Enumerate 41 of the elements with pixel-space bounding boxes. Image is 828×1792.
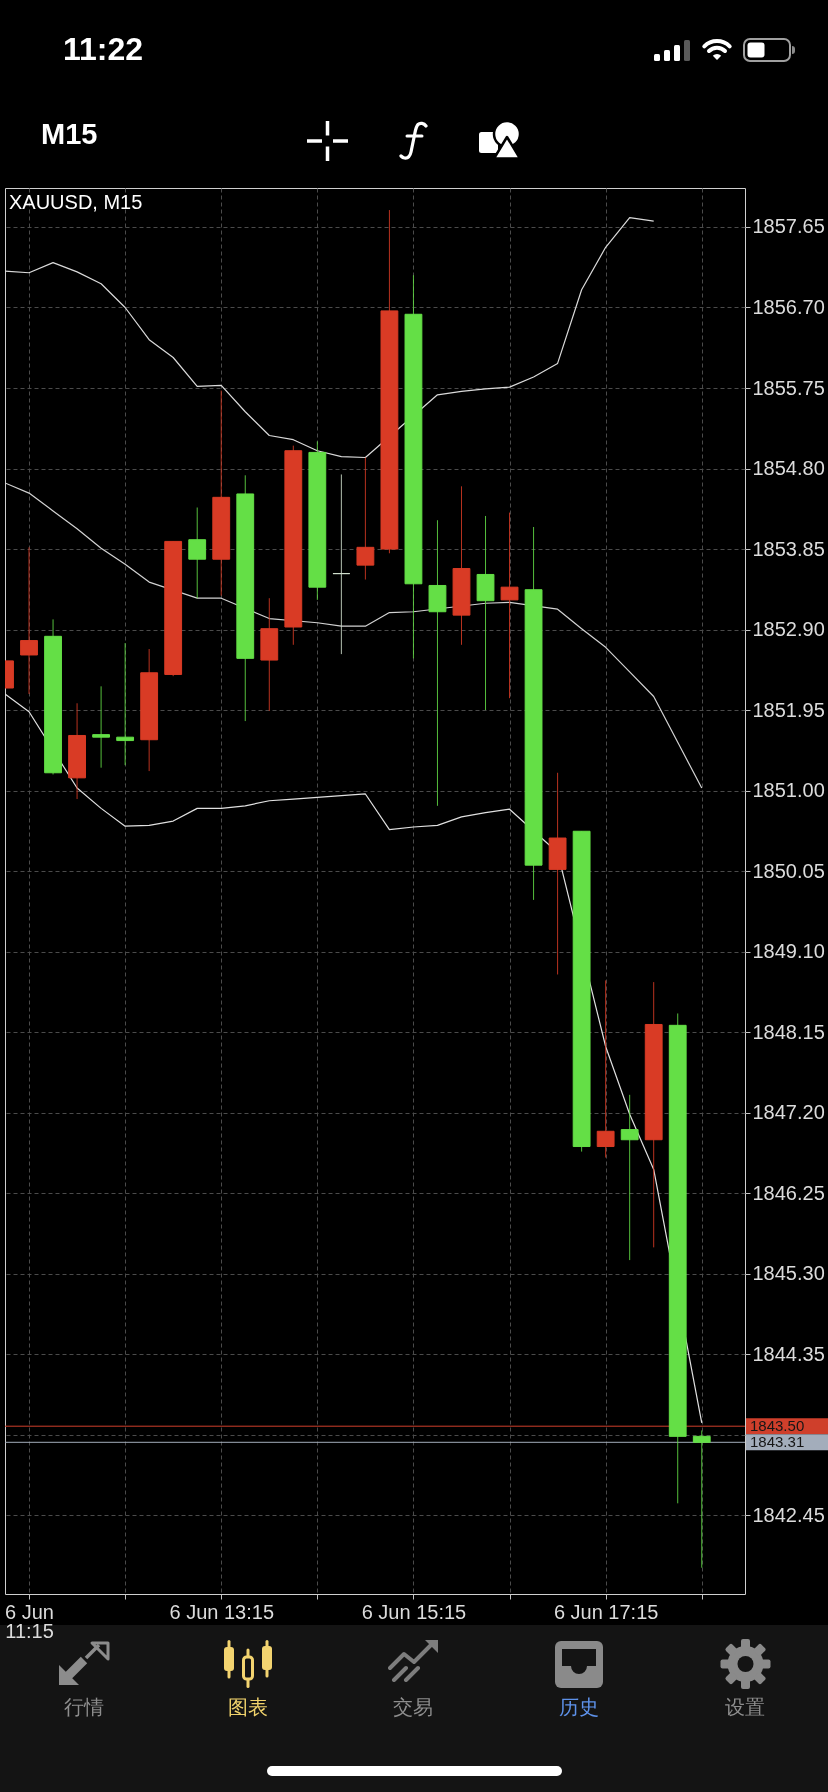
ref-line-label: 1843.50: [750, 1417, 805, 1435]
y-tick-label: 1852.90: [752, 618, 825, 641]
text: 历史: [559, 1696, 599, 1718]
y-tick-label: 1851.95: [752, 698, 825, 721]
text: 交易: [393, 1696, 433, 1718]
y-tick-label: 1844.35: [752, 1342, 825, 1365]
y-tick-label: 1856.70: [752, 296, 825, 318]
text: 11:22: [63, 31, 144, 67]
text: 设置: [725, 1696, 765, 1718]
y-tick-label: 1846.25: [752, 1181, 825, 1204]
y-tick-label: 1849.10: [752, 940, 825, 963]
x-tick-label: 6 Jun 17:15: [553, 1600, 659, 1623]
y-tick-label: 1857.65: [752, 215, 825, 238]
candlestick: [620, 1094, 639, 1261]
y-tick-label: 1850.05: [752, 859, 825, 882]
candlestick: [116, 642, 135, 766]
candlestick: [500, 512, 519, 699]
y-tick-label: 1853.85: [752, 537, 825, 560]
candlestick: [92, 685, 111, 769]
candlestick: [188, 507, 207, 599]
candlestick: [596, 979, 615, 1159]
y-tick-label: 1851.00: [752, 779, 825, 802]
chart-title: XAUUSD, M15: [9, 191, 143, 213]
text: M15: [41, 118, 98, 150]
y-tick-label: 1845.30: [752, 1262, 825, 1285]
candlestick: [428, 519, 447, 807]
x-tick-label: 6 Jun 13:15: [169, 1600, 274, 1623]
y-tick-label: 1848.15: [752, 1020, 825, 1043]
candlestick: [20, 546, 38, 695]
x-tick-label: 6 Jun 15:15: [361, 1600, 467, 1623]
y-tick-label: 1855.75: [752, 376, 825, 399]
text: 行情: [64, 1696, 104, 1718]
candlestick: [356, 457, 375, 581]
candlestick: [332, 473, 351, 655]
ref-line-label: 1843.31: [750, 1433, 805, 1451]
y-tick-label: 1842.45: [752, 1503, 825, 1526]
candlestick: [692, 1429, 711, 1569]
y-tick-label: 1847.20: [752, 1101, 825, 1124]
x-tick-label: 6 Jun 11:15: [5, 1600, 54, 1642]
text: 图表: [228, 1696, 268, 1718]
y-tick-label: 1854.80: [752, 457, 825, 480]
